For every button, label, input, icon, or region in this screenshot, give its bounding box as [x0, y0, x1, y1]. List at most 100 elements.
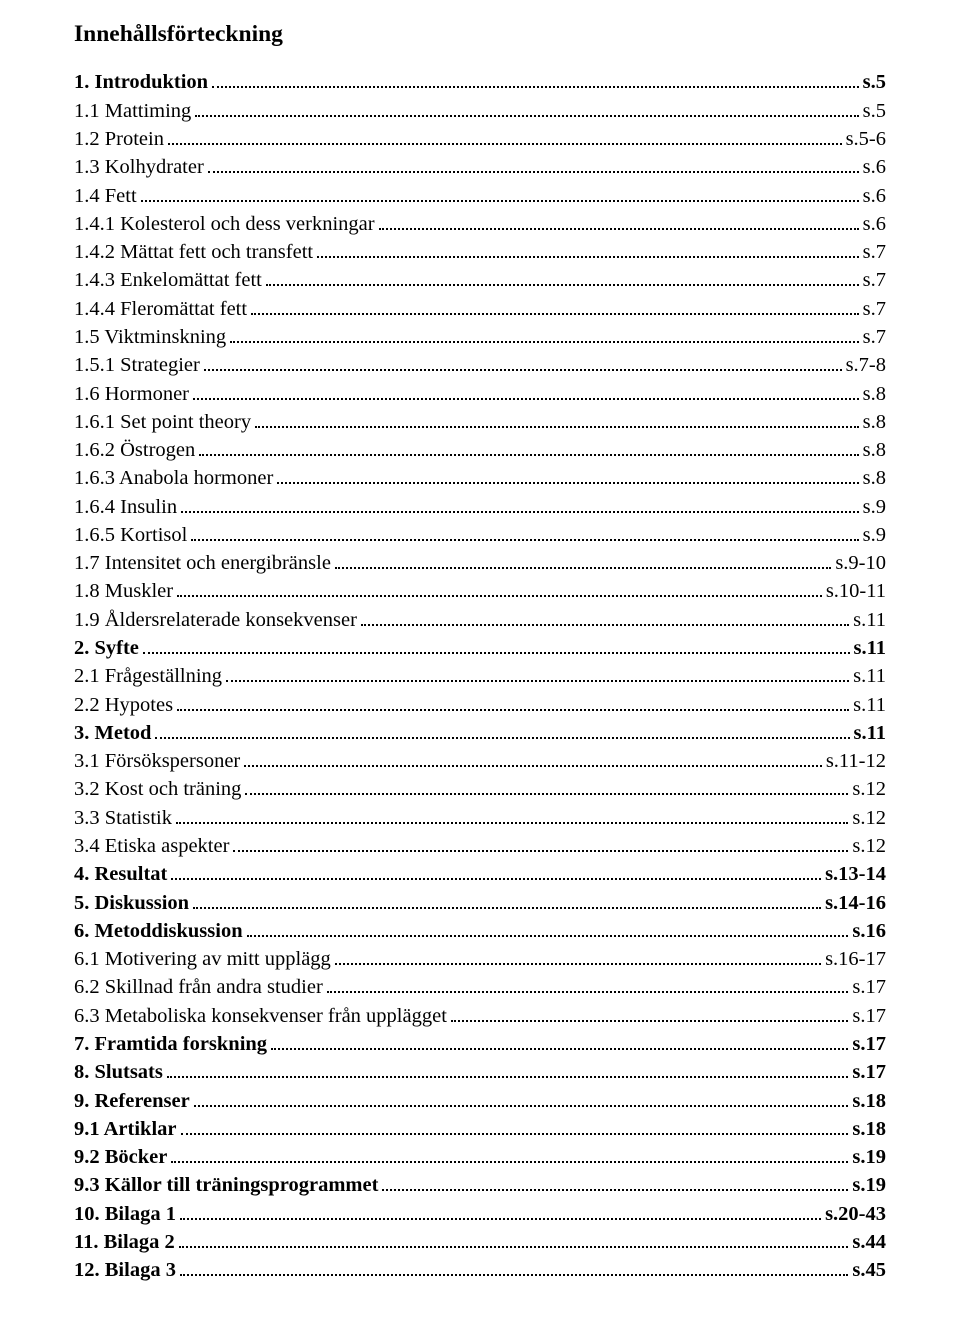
toc-entry-page: s.9 [863, 493, 886, 521]
toc-entry-label: 5. Diskussion [74, 889, 189, 917]
toc-entry-label: 1.4.4 Fleromättat fett [74, 295, 247, 323]
toc-entry-label: 7. Framtida forskning [74, 1030, 267, 1058]
toc-entry-page: s.17 [852, 1002, 886, 1030]
toc-leader-dots [335, 552, 831, 569]
toc-leader-dots [204, 354, 842, 371]
toc-entry-label: 3. Metod [74, 719, 151, 747]
toc-entry: 1.4 Fett s.6 [74, 182, 886, 210]
toc-leader-dots [191, 524, 858, 541]
toc-entry-page: s.6 [863, 153, 886, 181]
toc-entry-label: 1.3 Kolhydrater [74, 153, 204, 181]
toc-entry: 1.4.1 Kolesterol och dess verkningar s.6 [74, 210, 886, 238]
toc-leader-dots [168, 128, 842, 145]
toc-entry: 1.8 Muskler s.10-11 [74, 577, 886, 605]
toc-leader-dots [177, 694, 849, 711]
toc-entry-label: 11. Bilaga 2 [74, 1228, 175, 1256]
toc-leader-dots [379, 213, 859, 230]
toc-leader-dots [171, 864, 821, 881]
toc-entry: 2.2 Hypotes s.11 [74, 691, 886, 719]
toc-leader-dots [208, 157, 859, 174]
toc-leader-dots [266, 270, 859, 287]
toc-entry-label: 6.1 Motivering av mitt upplägg [74, 945, 331, 973]
toc-entry-label: 6. Metoddiskussion [74, 917, 243, 945]
toc-entry-page: s.11 [854, 634, 886, 662]
toc-entry-page: s.11 [854, 719, 886, 747]
toc-leader-dots [255, 411, 859, 428]
toc-entry-page: s.7 [863, 238, 886, 266]
document-page: Innehållsförteckning 1. Introduktion s.5… [0, 0, 960, 1325]
toc-entry-label: 2.1 Frågeställning [74, 662, 222, 690]
toc-entry-label: 1.4.1 Kolesterol och dess verkningar [74, 210, 375, 238]
toc-entry: 11. Bilaga 2 s.44 [74, 1228, 886, 1256]
toc-entry-page: s.8 [863, 408, 886, 436]
toc-entry-page: s.18 [852, 1115, 886, 1143]
toc-entry-label: 6.3 Metaboliska konsekvenser från uppläg… [74, 1002, 447, 1030]
toc-entry-label: 9.1 Artiklar [74, 1115, 177, 1143]
toc-entry-label: 9. Referenser [74, 1087, 190, 1115]
toc-entry: 1.6.5 Kortisol s.9 [74, 521, 886, 549]
toc-leader-dots [179, 1231, 849, 1248]
toc-leader-dots [277, 468, 858, 485]
toc-entry-label: 1.4.3 Enkelomättat fett [74, 266, 262, 294]
toc-leader-dots [382, 1175, 848, 1192]
toc-leader-dots [180, 1203, 821, 1220]
toc-entry-label: 1.9 Åldersrelaterade konsekvenser [74, 606, 357, 634]
toc-entry-page: s.16 [852, 917, 886, 945]
toc-leader-dots [193, 383, 859, 400]
toc-entry-label: 1.5.1 Strategier [74, 351, 200, 379]
toc-entry-page: s.11 [853, 662, 886, 690]
toc-entry-label: 1.2 Protein [74, 125, 164, 153]
toc-leader-dots [327, 977, 849, 994]
toc-entry: 5. Diskussion s.14-16 [74, 889, 886, 917]
toc-entry-page: s.13-14 [825, 860, 886, 888]
toc-entry-label: 1.6.1 Set point theory [74, 408, 251, 436]
toc-entry-page: s.18 [852, 1087, 886, 1115]
toc-leader-dots [193, 892, 821, 909]
toc-entry-page: s.5-6 [846, 125, 886, 153]
toc-leader-dots [167, 1062, 849, 1079]
toc-entry-label: 3.3 Statistik [74, 804, 172, 832]
toc-entry-page: s.8 [863, 464, 886, 492]
toc-leader-dots [251, 298, 859, 315]
toc-leader-dots [155, 722, 849, 739]
toc-entry: 10. Bilaga 1 s.20-43 [74, 1200, 886, 1228]
toc-leader-dots [194, 1090, 849, 1107]
toc-entry-label: 1.1 Mattiming [74, 97, 191, 125]
toc-leader-dots [317, 241, 859, 258]
toc-leader-dots [247, 920, 849, 937]
toc-entry-page: s.10-11 [826, 577, 886, 605]
toc-entry: 3.4 Etiska aspekter s.12 [74, 832, 886, 860]
toc-entry: 6.2 Skillnad från andra studier s.17 [74, 973, 886, 1001]
toc-entry-page: s.7 [863, 323, 886, 351]
toc-entry-label: 1.6.4 Insulin [74, 493, 177, 521]
toc-leader-dots [244, 750, 822, 767]
toc-entry: 6. Metoddiskussion s.16 [74, 917, 886, 945]
toc-leader-dots [176, 807, 848, 824]
toc-leader-dots [226, 666, 849, 683]
toc-entry-label: 1.6 Hormoner [74, 380, 189, 408]
toc-entry-page: s.8 [863, 436, 886, 464]
toc-entry-label: 6.2 Skillnad från andra studier [74, 973, 323, 1001]
toc-leader-dots [181, 496, 859, 513]
toc-leader-dots [195, 100, 858, 117]
toc-entry: 2. Syfte s.11 [74, 634, 886, 662]
toc-entry: 1.6.3 Anabola hormoner s.8 [74, 464, 886, 492]
toc-leader-dots [271, 1033, 848, 1050]
toc-entry: 9. Referenser s.18 [74, 1087, 886, 1115]
toc-entry: 8. Slutsats s.17 [74, 1058, 886, 1086]
toc-entry-page: s.7-8 [846, 351, 886, 379]
toc-entry-page: s.6 [863, 210, 886, 238]
toc-leader-dots [233, 835, 848, 852]
toc-leader-dots [361, 609, 849, 626]
toc-entry-page: s.5 [863, 97, 886, 125]
toc-entry-page: s.5 [863, 68, 886, 96]
toc-entry-page: s.17 [852, 1058, 886, 1086]
toc-list: 1. Introduktion s.51.1 Mattiming s.51.2 … [74, 68, 886, 1284]
toc-entry: 7. Framtida forskning s.17 [74, 1030, 886, 1058]
toc-entry: 1.7 Intensitet och energibränsle s.9-10 [74, 549, 886, 577]
toc-entry-page: s.11-12 [826, 747, 886, 775]
toc-entry-page: s.16-17 [825, 945, 886, 973]
toc-leader-dots [143, 637, 850, 654]
toc-leader-dots [141, 185, 859, 202]
toc-entry-page: s.7 [863, 266, 886, 294]
